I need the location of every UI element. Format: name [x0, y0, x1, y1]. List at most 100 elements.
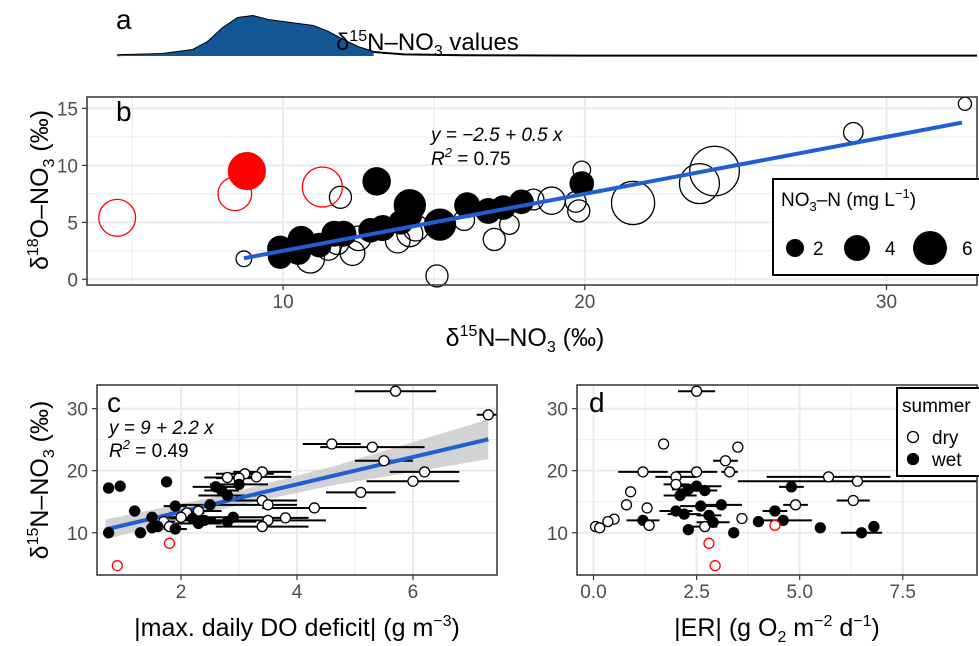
c-xlabel-tail: ) — [452, 614, 460, 642]
data-point — [235, 250, 253, 268]
data-point — [204, 499, 216, 511]
b-ylabel-sup: 18 — [25, 238, 42, 256]
data-point — [637, 466, 649, 478]
panel-c-r2-sup: 2 — [122, 437, 131, 452]
c-ylabel-tail: (‰) — [26, 401, 54, 450]
legend-title-mid: –N (mg L — [817, 190, 895, 211]
panel-a: a δ15N–NO3 values — [116, 4, 977, 60]
data-point — [482, 227, 506, 252]
data-point — [769, 505, 781, 517]
legend-title-sub: 3 — [810, 199, 817, 214]
x-tick-label: 7.5 — [890, 582, 916, 603]
legend-wet-marker — [906, 452, 920, 466]
panel-d: 0.0 2.5 5.0 7.5 10 20 30 d summer dry wet |ER|… — [547, 384, 979, 646]
data-point — [389, 385, 402, 397]
data-point — [602, 515, 614, 528]
y-tick-label: 30 — [67, 400, 88, 421]
y-tick-label: 10 — [547, 524, 568, 545]
data-point — [114, 480, 126, 492]
data-point — [670, 478, 682, 490]
legend-title-sup: −1 — [895, 186, 910, 201]
c-xlabel-sup: −3 — [433, 613, 451, 630]
x-tick-label: 4 — [292, 582, 303, 603]
data-point — [769, 519, 781, 531]
b-ylabel-sub: 3 — [41, 158, 58, 167]
d-xlabel-mid2: d — [832, 614, 853, 642]
panel-c-ylabel: δ15N–NO3 (‰) — [25, 401, 58, 560]
c-ylabel-delta: δ — [26, 545, 54, 559]
panel-b-ticks: 10 20 30 0 5 10 15 — [57, 99, 897, 313]
d-xlabel-pre: |ER| (g O — [674, 614, 777, 642]
legend-wet-label: wet — [931, 450, 962, 471]
data-point — [594, 522, 606, 534]
x-tick-label: 0.0 — [580, 582, 606, 603]
data-point — [715, 499, 727, 511]
density-label-sup: 15 — [349, 28, 367, 45]
b-ylabel-tail: (‰) — [26, 110, 54, 159]
data-point — [482, 409, 494, 421]
data-point — [102, 482, 115, 494]
data-point — [703, 537, 715, 549]
x-tick-label: 5.0 — [786, 582, 812, 603]
data-point — [160, 476, 173, 488]
panel-d-legend-title: summer — [902, 396, 971, 417]
panel-d-border — [576, 384, 978, 576]
panel-b-r2-label: R — [431, 149, 445, 170]
data-point — [129, 505, 141, 517]
x-tick-label: 6 — [408, 582, 419, 603]
b-xlabel-sub: 3 — [547, 339, 556, 356]
data-point — [366, 441, 379, 453]
data-point — [814, 522, 826, 534]
data-point — [163, 537, 176, 549]
data-point — [690, 385, 703, 397]
data-point — [855, 527, 868, 539]
legend-size-6-circle — [913, 231, 947, 265]
data-point — [233, 478, 245, 490]
data-point — [641, 502, 653, 514]
panel-b-letter: b — [116, 96, 132, 127]
data-point — [567, 199, 591, 223]
data-point — [610, 180, 656, 226]
y-tick-label: 10 — [57, 156, 78, 177]
data-point — [678, 508, 690, 520]
data-point — [723, 466, 736, 478]
y-tick-label: 20 — [67, 462, 88, 483]
density-label-sub: 3 — [434, 43, 443, 60]
panel-b-legend-box — [772, 178, 979, 276]
b-ylabel-main: O–NO — [26, 167, 54, 238]
x-tick-label: 30 — [876, 292, 897, 313]
density-fill — [117, 16, 374, 56]
panel-b-r2-sup: 2 — [444, 145, 453, 160]
y-tick-label: 0 — [67, 270, 78, 291]
y-tick-label: 15 — [57, 99, 78, 120]
data-point — [192, 517, 205, 530]
data-point — [262, 499, 274, 511]
density-label-main: N–NO — [367, 29, 434, 56]
panel-b-r2: R2 = 0.75 — [431, 145, 511, 170]
y-tick-label: 20 — [547, 462, 568, 483]
data-point — [146, 511, 158, 523]
data-point — [868, 520, 880, 533]
legend-title-end: ) — [910, 190, 916, 211]
data-point — [102, 527, 115, 539]
data-point — [851, 475, 864, 487]
data-point — [221, 489, 234, 502]
panel-c-r2-label: R — [109, 441, 123, 462]
data-point — [690, 466, 703, 478]
data-point — [279, 512, 292, 524]
data-point — [169, 500, 181, 512]
data-point — [146, 522, 158, 534]
panel-d-xlabel: |ER| (g O2 m−2 d−1) — [674, 613, 880, 646]
panel-d-letter: d — [589, 387, 605, 418]
legend-title-main: NO — [781, 190, 810, 211]
data-point — [657, 438, 670, 450]
d-xlabel-sup2: −1 — [853, 613, 871, 630]
density-label: δ15N–NO3 values — [336, 28, 519, 60]
data-point — [407, 475, 419, 487]
data-point — [847, 494, 859, 507]
data-point — [250, 471, 263, 483]
data-point — [175, 511, 187, 523]
d-xlabel-tail: ) — [872, 614, 880, 642]
data-point — [695, 500, 707, 512]
